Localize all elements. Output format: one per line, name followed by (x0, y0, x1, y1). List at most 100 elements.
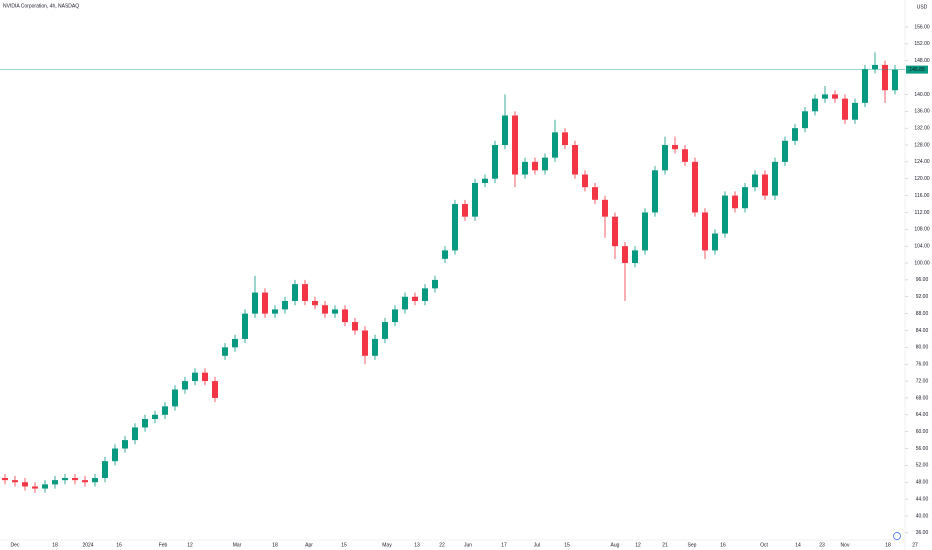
candle-body (402, 296, 408, 310)
candle-body (62, 478, 68, 481)
x-tick-label: 15 (341, 542, 347, 548)
candle-body (172, 389, 178, 407)
y-tick-label: 128.00 (914, 142, 930, 148)
scroll-button[interactable] (893, 532, 901, 540)
x-tick-label: 12 (187, 542, 193, 548)
candle-body (612, 216, 618, 247)
y-tick-label: 68.00 (916, 395, 929, 401)
candle-body (782, 140, 788, 162)
candle-body (202, 372, 208, 382)
candle-body (742, 187, 748, 209)
candle-body (312, 300, 318, 306)
candle-body (112, 448, 118, 462)
candle-body (342, 309, 348, 323)
candle-body (712, 233, 718, 251)
y-tick-label: 156.00 (914, 24, 930, 30)
x-tick-label: 2024 (82, 542, 93, 548)
candle-body (542, 157, 548, 171)
y-tick-label: 44.00 (916, 496, 929, 502)
y-tick-label: 56.00 (916, 446, 929, 452)
x-tick-label: Jul (534, 542, 540, 548)
candle-body (72, 478, 78, 481)
candle-body (862, 69, 868, 103)
candle-body (512, 115, 518, 175)
candle-body (42, 484, 48, 489)
x-tick-label: Mar (233, 542, 242, 548)
candle-body (82, 480, 88, 483)
currency-label: USD (917, 4, 928, 10)
y-tick-label: 136.00 (914, 109, 930, 115)
candle-body (632, 250, 638, 264)
candle-body (852, 102, 858, 120)
candle-body (662, 145, 668, 171)
x-tick-label: 13 (414, 542, 420, 548)
candle-body (432, 279, 438, 289)
candle-body (802, 111, 808, 129)
y-tick-label: 76.00 (916, 362, 929, 368)
last-price-label: 145.89 (909, 67, 925, 73)
candle-body (452, 204, 458, 251)
candle-body (462, 204, 468, 217)
candle-body (412, 296, 418, 301)
candle-body (832, 94, 838, 99)
candle-body (592, 187, 598, 200)
candle-body (732, 195, 738, 209)
candle-body (892, 69, 898, 91)
candle-body (812, 98, 818, 112)
y-tick-label: 92.00 (916, 294, 929, 300)
candle-body (22, 482, 28, 487)
candle-body (792, 128, 798, 141)
x-tick-label: May (382, 542, 392, 548)
candle-body (262, 292, 268, 314)
candle-body (302, 284, 308, 301)
candle-body (322, 305, 328, 314)
candle-body (702, 212, 708, 251)
candle-body (822, 94, 828, 99)
y-tick-label: 84.00 (916, 328, 929, 334)
candle-body (502, 115, 508, 146)
y-tick-label: 132.00 (914, 125, 930, 131)
candle-body (332, 309, 338, 314)
x-tick-label: Dec (11, 542, 20, 548)
candle-body (252, 292, 258, 314)
candle-body (442, 250, 448, 259)
y-tick-label: 120.00 (914, 176, 930, 182)
y-tick-label: 60.00 (916, 429, 929, 435)
candle-body (102, 461, 108, 479)
y-tick-label: 124.00 (914, 159, 930, 165)
y-tick-label: 108.00 (914, 227, 930, 233)
candle-body (882, 64, 888, 91)
candle-body (722, 195, 728, 234)
candle-body (122, 440, 128, 449)
candle-body (622, 246, 628, 264)
candle-body (602, 199, 608, 217)
y-tick-label: 148.00 (914, 58, 930, 64)
candle-body (482, 178, 488, 183)
y-tick-label: 152.00 (914, 41, 930, 47)
candle-body (132, 427, 138, 441)
y-tick-label: 116.00 (915, 193, 930, 199)
candle-body (242, 313, 248, 339)
candle-body (352, 322, 358, 331)
candle-body (682, 149, 688, 162)
candle-body (272, 309, 278, 314)
candle-body (422, 288, 428, 301)
x-tick-label: Aug (611, 542, 620, 548)
candle-body (222, 347, 228, 356)
candle-body (182, 381, 188, 390)
candle-body (372, 338, 378, 356)
y-tick-label: 48.00 (916, 480, 929, 486)
x-tick-label: 18 (52, 542, 58, 548)
candle-body (52, 480, 58, 485)
candle-body (522, 161, 528, 175)
x-tick-label: 23 (819, 542, 825, 548)
candle-body (152, 414, 158, 420)
candle-body (672, 145, 678, 150)
candle-body (752, 174, 758, 188)
candle-body (642, 212, 648, 251)
candle-body (142, 419, 148, 428)
y-tick-label: 88.00 (916, 311, 929, 317)
candle-body (772, 161, 778, 196)
x-tick-label: 15 (564, 542, 570, 548)
